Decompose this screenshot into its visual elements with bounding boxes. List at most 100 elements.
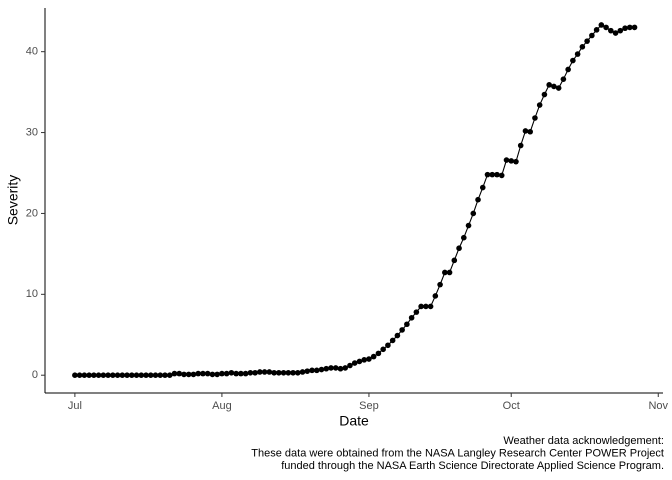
data-point (517, 142, 524, 149)
data-point (475, 196, 481, 203)
data-point (332, 365, 339, 371)
data-point (465, 222, 472, 229)
data-point (551, 83, 557, 90)
data-point (138, 372, 145, 379)
x-tick-label: Aug (212, 400, 232, 412)
data-point (593, 27, 600, 33)
data-point (423, 303, 429, 310)
data-point (555, 85, 562, 91)
data-point (271, 369, 277, 376)
x-tick-label: Oct (503, 400, 520, 412)
y-tick-label: 40 (26, 46, 38, 58)
data-point (72, 372, 78, 379)
data-point (385, 342, 391, 349)
data-point (290, 369, 296, 376)
data-point (631, 24, 638, 31)
data-point (394, 332, 401, 339)
data-point (612, 30, 619, 36)
data-point (285, 369, 292, 376)
y-tick-label: 30 (26, 126, 38, 138)
data-point (503, 157, 510, 163)
data-point (522, 128, 529, 134)
data-point (532, 115, 538, 121)
data-point (276, 369, 282, 376)
data-point (361, 357, 367, 363)
data-point (242, 370, 249, 377)
data-point (413, 309, 420, 315)
data-point (238, 370, 244, 377)
data-point (81, 372, 88, 379)
data-point (171, 370, 178, 377)
data-point (266, 369, 273, 375)
x-tick-label: Nov (648, 400, 668, 412)
data-point (190, 371, 197, 378)
data-point (110, 372, 116, 379)
data-point (456, 245, 462, 252)
data-point (565, 66, 571, 73)
data-point (162, 372, 168, 379)
caption-line: funded through the NASA Earth Science Di… (281, 460, 664, 472)
data-point (347, 362, 353, 369)
data-point (219, 370, 225, 377)
data-point (351, 360, 358, 366)
data-point (176, 370, 183, 377)
data-point (233, 370, 239, 377)
data-point (105, 372, 111, 379)
data-point (494, 171, 500, 178)
data-point (342, 365, 349, 371)
x-axis-title: Date (339, 413, 369, 429)
data-point (257, 369, 263, 375)
caption-line: These data were obtained from the NASA L… (251, 447, 664, 459)
data-point (200, 370, 206, 377)
data-point (489, 171, 496, 178)
data-point (418, 303, 424, 310)
data-point (133, 372, 140, 379)
data-point (157, 372, 164, 379)
data-point (404, 321, 410, 328)
data-point (100, 372, 107, 379)
data-point (252, 369, 258, 376)
y-tick-label: 0 (32, 369, 38, 381)
data-point (86, 372, 92, 379)
data-point (427, 303, 434, 310)
data-point (451, 257, 458, 264)
data-point (513, 158, 519, 165)
data-point (399, 327, 405, 333)
data-point (304, 368, 311, 374)
data-point (375, 350, 382, 357)
y-axis-title: Severity (5, 175, 21, 226)
data-point (527, 128, 533, 135)
x-tick-label: Jul (68, 400, 82, 412)
data-point (247, 369, 254, 376)
data-point (323, 365, 330, 372)
data-point (389, 337, 396, 344)
data-point (579, 44, 586, 50)
data-point (181, 371, 187, 378)
data-point (356, 358, 363, 365)
data-point (328, 365, 334, 371)
data-point (470, 210, 477, 217)
data-point (460, 234, 467, 241)
data-point (366, 356, 372, 362)
x-tick-label: Sep (359, 400, 379, 412)
y-tick-label: 10 (26, 288, 38, 300)
data-point (541, 91, 548, 98)
data-point (147, 372, 154, 379)
data-point (598, 22, 605, 28)
data-point (626, 24, 633, 31)
data-point (380, 346, 386, 353)
data-point (124, 372, 130, 379)
data-point (432, 293, 439, 299)
data-point (589, 32, 595, 39)
data-point (560, 76, 567, 82)
data-point (223, 370, 230, 377)
data-point (209, 371, 216, 378)
data-point (214, 371, 220, 378)
data-point (91, 372, 97, 379)
data-point (204, 370, 211, 377)
data-point (128, 372, 135, 379)
data-point (446, 269, 453, 276)
data-point (536, 102, 543, 108)
data-point (76, 372, 83, 379)
